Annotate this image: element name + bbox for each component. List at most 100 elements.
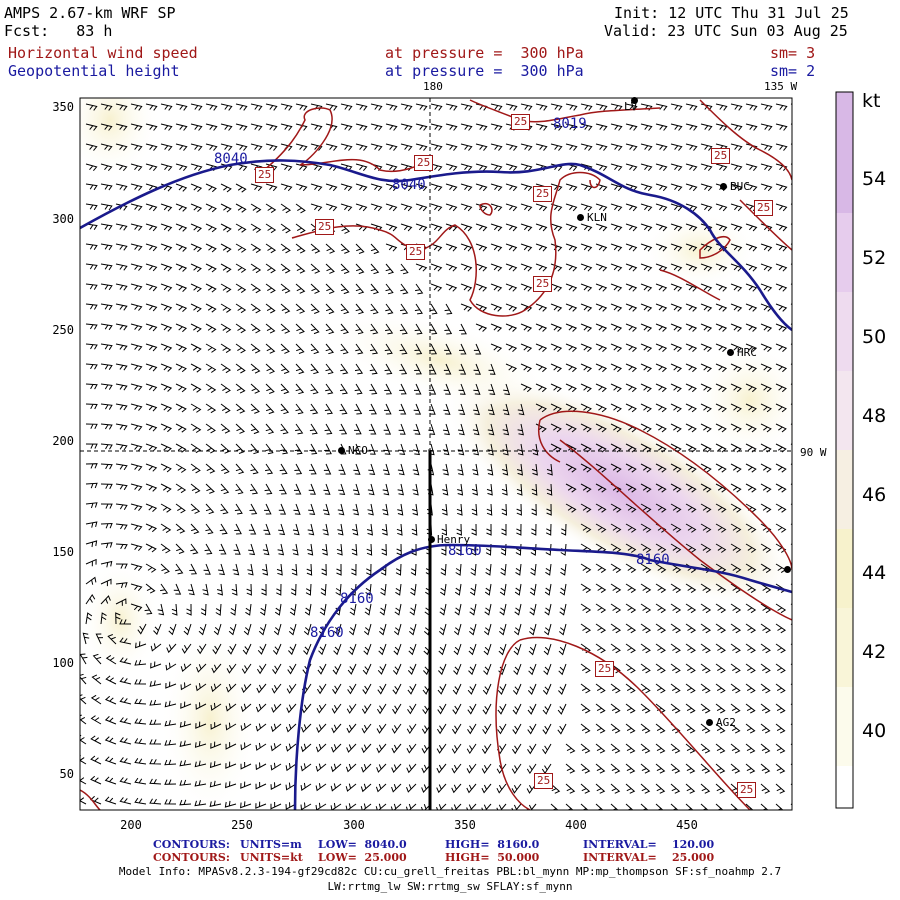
wind-barb bbox=[340, 183, 353, 192]
wind-barb bbox=[393, 623, 402, 636]
wind-barb bbox=[235, 303, 247, 314]
wind-barb bbox=[487, 443, 494, 456]
wind-barb bbox=[730, 563, 742, 574]
wind-barb bbox=[130, 163, 143, 172]
wind-barb bbox=[145, 443, 158, 452]
wind-barb bbox=[730, 163, 743, 172]
wind-barb bbox=[130, 143, 143, 151]
wind-barb bbox=[280, 343, 290, 354]
wind-barb bbox=[340, 123, 353, 131]
wind-barb bbox=[455, 543, 462, 556]
wind-barb bbox=[280, 383, 290, 395]
wind-barb bbox=[210, 741, 222, 749]
wind-barb bbox=[194, 800, 207, 807]
wind-barb bbox=[580, 283, 593, 292]
wind-barb bbox=[220, 483, 230, 495]
wind-barb bbox=[130, 283, 143, 291]
colorbar-band bbox=[836, 608, 853, 687]
wind-barb bbox=[475, 323, 488, 332]
wind-barb bbox=[670, 483, 682, 493]
wind-barb bbox=[115, 563, 128, 569]
wind-barb bbox=[610, 563, 622, 574]
wind-barb bbox=[715, 303, 728, 312]
wind-barb bbox=[130, 423, 143, 432]
wind-barb bbox=[580, 563, 592, 574]
wind-barb bbox=[730, 223, 743, 232]
wind-barb bbox=[205, 423, 216, 434]
wind-barb bbox=[362, 663, 372, 675]
wind-barb bbox=[194, 780, 207, 787]
wind-barb bbox=[270, 743, 282, 752]
wind-barb bbox=[520, 343, 533, 352]
wind-barb bbox=[625, 163, 638, 172]
wind-barb bbox=[279, 483, 287, 495]
wind-barb bbox=[700, 723, 711, 734]
wind-barb bbox=[760, 683, 771, 694]
valid-time: Valid: 23 UTC Sun 03 Aug 25 bbox=[604, 22, 848, 40]
wind-barb bbox=[353, 483, 360, 496]
wind-barb bbox=[670, 423, 682, 433]
wind-barb bbox=[625, 543, 637, 553]
wind-barb bbox=[104, 716, 117, 725]
wind-barb bbox=[685, 523, 697, 533]
wind-barb bbox=[100, 223, 113, 231]
wind-barb bbox=[149, 739, 162, 745]
wind-barb bbox=[145, 483, 158, 492]
wind-barb bbox=[340, 323, 349, 335]
wind-barb bbox=[130, 223, 143, 231]
wind-barb bbox=[209, 800, 222, 807]
wind-barb bbox=[280, 403, 290, 415]
contours-speed-low: LOW= 25.000 bbox=[318, 851, 407, 864]
wind-barb bbox=[471, 503, 478, 516]
wind-barb bbox=[414, 303, 423, 315]
wind-barb bbox=[406, 723, 417, 735]
wind-barb bbox=[466, 783, 477, 794]
wind-barb bbox=[322, 523, 329, 536]
wind-barb bbox=[420, 803, 432, 810]
wind-barb bbox=[340, 143, 353, 151]
colorbar-tick: 54 bbox=[862, 168, 887, 190]
wind-barb bbox=[265, 303, 276, 314]
wind-barb bbox=[200, 603, 207, 616]
wind-barb bbox=[100, 595, 111, 605]
wind-barb bbox=[715, 783, 726, 794]
wind-barb bbox=[270, 782, 282, 791]
wind-barb bbox=[436, 723, 447, 735]
wind-barb bbox=[775, 663, 786, 674]
wind-barb bbox=[483, 623, 492, 636]
wind-barb bbox=[443, 403, 451, 415]
wind-barb bbox=[685, 483, 697, 493]
wind-barb bbox=[105, 675, 117, 685]
wind-barb bbox=[775, 703, 786, 714]
wind-barb bbox=[700, 483, 712, 493]
wind-barb bbox=[565, 743, 576, 754]
wind-barb bbox=[655, 583, 667, 594]
wind-barb bbox=[580, 323, 593, 332]
wind-barb bbox=[295, 263, 306, 274]
wind-barb bbox=[640, 543, 652, 553]
wind-barb bbox=[471, 523, 477, 536]
wind-barb bbox=[320, 583, 327, 596]
wind-barb bbox=[119, 797, 132, 805]
wind-barb bbox=[280, 223, 291, 234]
station-label-kln: KLN bbox=[587, 211, 607, 224]
wind-barb bbox=[595, 183, 608, 192]
wind-barb bbox=[511, 743, 522, 755]
wind-barb bbox=[470, 543, 477, 556]
wind-barb bbox=[250, 283, 262, 294]
wind-barb bbox=[160, 323, 173, 332]
wind-barb bbox=[467, 723, 477, 735]
wind-barb bbox=[295, 323, 305, 334]
wind-barb bbox=[368, 463, 376, 475]
wind-barb bbox=[348, 623, 357, 636]
wind-barb bbox=[685, 103, 698, 111]
wind-barb bbox=[384, 383, 393, 395]
station-label-nco: NCO bbox=[348, 444, 368, 457]
wind-barb bbox=[655, 743, 666, 754]
wind-barb bbox=[321, 563, 327, 576]
wind-barb bbox=[363, 623, 372, 636]
wind-barb bbox=[265, 423, 275, 435]
wind-barb bbox=[565, 783, 576, 794]
wind-barb bbox=[149, 719, 162, 725]
wind-barb bbox=[119, 637, 132, 645]
